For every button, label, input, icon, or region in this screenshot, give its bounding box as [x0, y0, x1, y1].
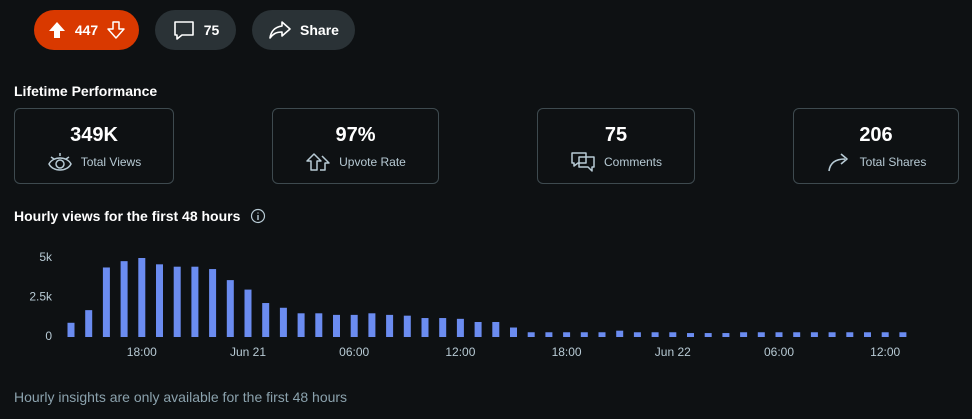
stat-label: Total Shares	[859, 155, 927, 169]
bar	[616, 330, 624, 337]
chart-header: Hourly views for the first 48 hours	[14, 208, 266, 224]
y-tick-label: 2.5k	[29, 290, 53, 304]
bar	[793, 332, 801, 337]
bar	[403, 315, 411, 337]
bar	[368, 313, 376, 337]
x-tick-label: 06:00	[339, 345, 369, 359]
bar	[687, 333, 694, 337]
bar	[297, 313, 305, 337]
y-tick-label: 0	[45, 329, 52, 343]
bar	[598, 332, 606, 337]
bar	[156, 264, 163, 337]
comments-icon	[571, 152, 595, 172]
bar	[138, 258, 146, 337]
stat-label: Comments	[603, 155, 662, 169]
bar	[545, 332, 553, 337]
footnote: Hourly insights are only available for t…	[14, 389, 348, 405]
x-tick-label: Jun 22	[655, 345, 691, 359]
upvote-icon[interactable]	[47, 20, 67, 40]
bar	[722, 333, 730, 337]
share-icon	[269, 21, 291, 39]
bar	[563, 332, 571, 337]
stat-value: 75	[604, 124, 628, 146]
stat-value: 349K	[70, 124, 118, 146]
bar	[350, 314, 358, 337]
bar	[85, 310, 93, 337]
bar	[262, 303, 270, 337]
bar	[421, 318, 429, 337]
bar	[333, 314, 340, 337]
section-title: Lifetime Performance	[14, 83, 158, 99]
chart-title: Hourly views for the first 48 hours	[14, 208, 241, 224]
bar	[651, 332, 659, 337]
bar	[740, 332, 748, 337]
views-icon	[47, 153, 72, 171]
comments-button[interactable]: 75	[155, 10, 236, 50]
bar	[810, 332, 818, 337]
y-tick-label: 5k	[39, 250, 53, 264]
stat-card: 75 Comments	[537, 108, 695, 184]
bar	[881, 332, 889, 337]
bar	[173, 266, 181, 337]
upvote-rate-icon	[306, 153, 330, 171]
x-tick-label: 12:00	[870, 345, 900, 359]
x-tick-label: 12:00	[445, 345, 475, 359]
x-tick-label: Jun 21	[230, 345, 266, 359]
bar	[846, 332, 854, 337]
comment-icon	[173, 21, 194, 40]
upvote-count: 447	[74, 22, 99, 38]
bar	[209, 269, 217, 337]
share-label: Share	[300, 22, 339, 38]
bar	[775, 332, 783, 337]
bar	[120, 261, 128, 337]
bar	[315, 313, 323, 337]
bar	[102, 267, 110, 337]
bar	[474, 321, 482, 337]
stat-value: 206	[859, 124, 893, 146]
bar	[757, 332, 765, 337]
bar	[456, 318, 464, 337]
bar	[633, 332, 641, 337]
bar	[669, 332, 677, 337]
stat-card: 206 Total Shares	[793, 108, 959, 184]
stat-label: Upvote Rate	[339, 155, 406, 169]
bar	[386, 314, 394, 337]
bar	[864, 332, 871, 337]
bar	[439, 318, 447, 337]
bar	[580, 332, 588, 337]
bar	[527, 332, 535, 337]
comment-count: 75	[203, 22, 220, 38]
x-tick-label: 18:00	[127, 345, 157, 359]
stat-card: 349K Total Views	[14, 108, 174, 184]
bar	[899, 332, 907, 337]
bar	[828, 332, 836, 337]
bar	[244, 289, 252, 337]
stat-label: Total Views	[80, 155, 142, 169]
downvote-icon[interactable]	[106, 20, 126, 40]
x-tick-label: 18:00	[552, 345, 582, 359]
bar	[226, 280, 234, 337]
bar	[191, 266, 199, 337]
bar	[492, 321, 500, 337]
bar	[510, 327, 517, 337]
vote-button[interactable]: 447	[34, 10, 139, 50]
stat-card: 97% Upvote Rate	[272, 108, 439, 184]
shares-icon	[827, 153, 848, 172]
bar	[67, 322, 75, 337]
chart: 0 2.5k 5k 18:00 Jun 21 06:00 12:00 18:00 Jun 22 0…	[29, 250, 907, 359]
info-icon[interactable]	[250, 208, 266, 224]
bar	[279, 307, 287, 337]
share-button[interactable]: Share	[252, 10, 355, 50]
x-tick-label: 06:00	[764, 345, 794, 359]
bar	[704, 333, 712, 337]
stat-value: 97%	[335, 124, 376, 146]
